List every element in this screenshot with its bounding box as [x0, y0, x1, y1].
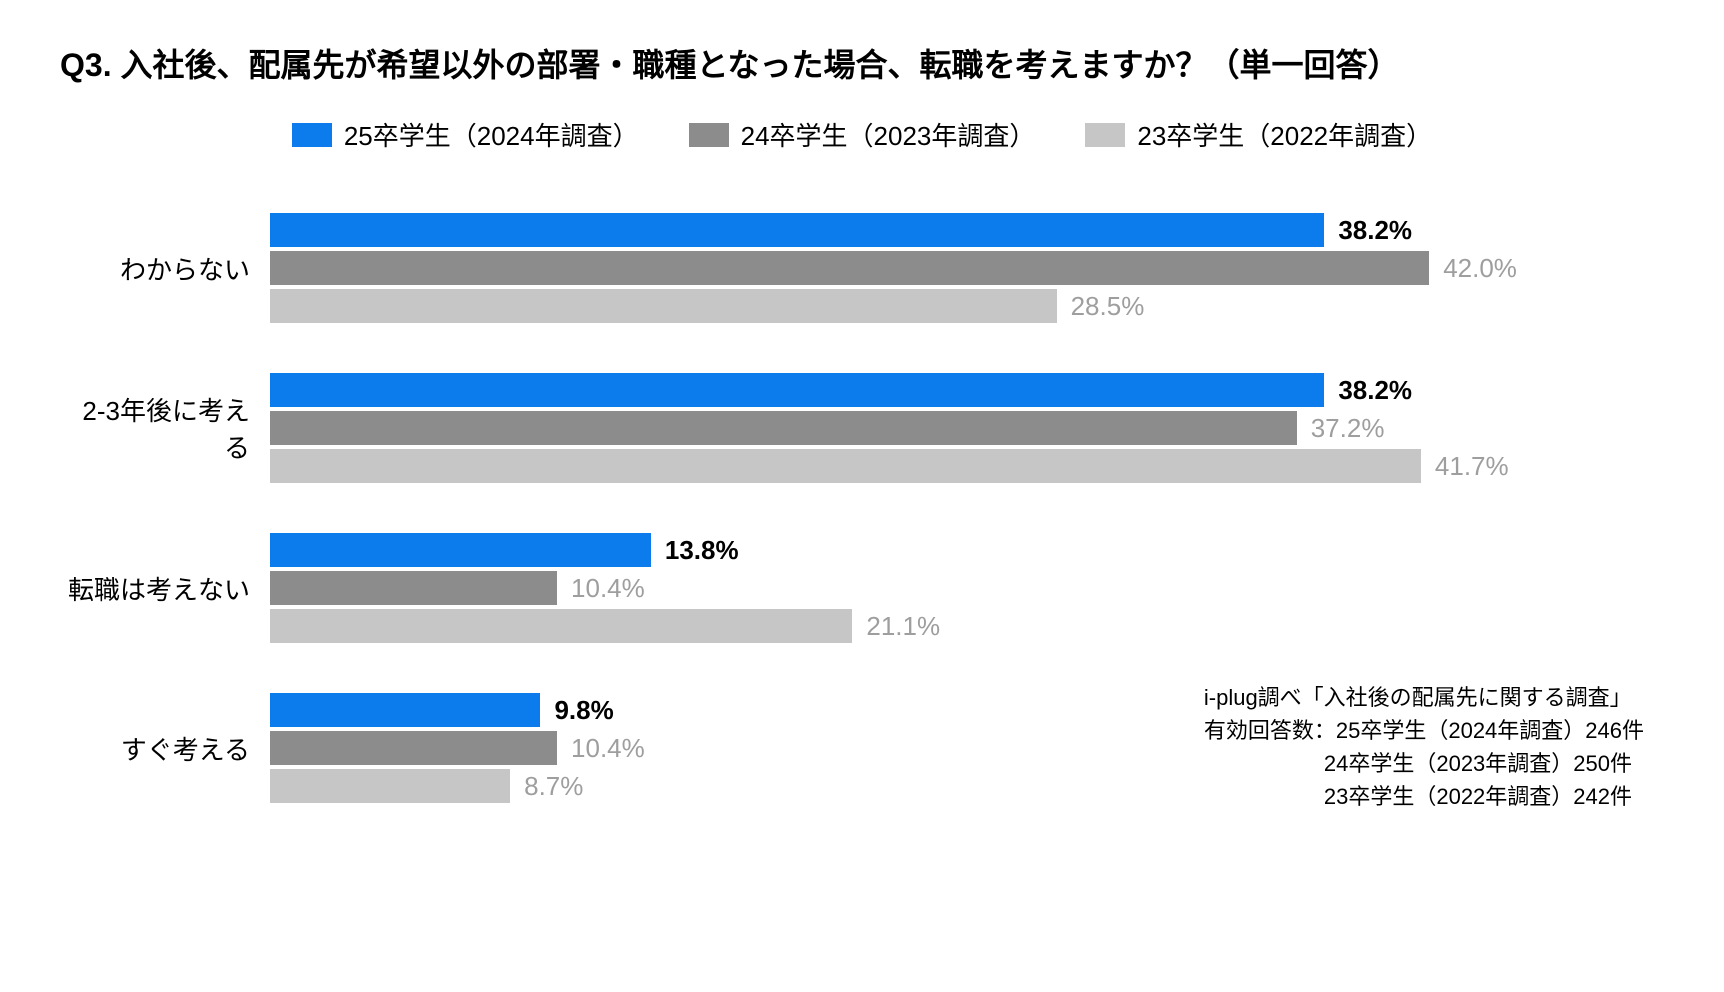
bar-row-0-0: 38.2% — [270, 213, 1664, 247]
bar-0-1 — [270, 251, 1429, 285]
bar-value-label-2-2: 21.1% — [866, 611, 940, 642]
legend-swatch-2 — [1085, 123, 1125, 147]
bar-2-2 — [270, 609, 852, 643]
legend-item-2: 23卒学生（2022年調査） — [1085, 116, 1432, 153]
bar-row-2-2: 21.1% — [270, 609, 1664, 643]
bars-container-2: 13.8% 10.4% 21.1% — [270, 533, 1664, 643]
chart-title: Q3. 入社後、配属先が希望以外の部署・職種となった場合、転職を考えますか？（単… — [60, 40, 1664, 86]
bar-value-label-1-1: 37.2% — [1311, 413, 1385, 444]
bar-row-0-2: 28.5% — [270, 289, 1664, 323]
bar-value-label-2-1: 10.4% — [571, 573, 645, 604]
bar-2-0 — [270, 533, 651, 567]
bar-value-label-0-0: 38.2% — [1338, 215, 1412, 246]
category-group-2: 転職は考えない 13.8% 10.4% 21.1% — [60, 533, 1664, 643]
category-group-0: わからない 38.2% 42.0% 28.5% — [60, 213, 1664, 323]
bar-value-label-1-0: 38.2% — [1338, 375, 1412, 406]
bar-value-label-3-1: 10.4% — [571, 733, 645, 764]
bar-3-1 — [270, 731, 557, 765]
footnote-line-1: 有効回答数：25卒学生（2024年調査）246件 — [1204, 714, 1644, 747]
category-group-1: 2-3年後に考える 38.2% 37.2% 41.7% — [60, 373, 1664, 483]
legend-item-0: 25卒学生（2024年調査） — [292, 116, 639, 153]
bar-row-0-1: 42.0% — [270, 251, 1664, 285]
category-label-0: わからない — [60, 250, 270, 287]
bar-value-label-0-1: 42.0% — [1443, 253, 1517, 284]
bar-row-2-1: 10.4% — [270, 571, 1664, 605]
bars-container-0: 38.2% 42.0% 28.5% — [270, 213, 1664, 323]
legend-label-1: 24卒学生（2023年調査） — [741, 116, 1036, 153]
bar-1-0 — [270, 373, 1324, 407]
bar-1-2 — [270, 449, 1421, 483]
chart-plot-area: わからない 38.2% 42.0% 28.5% 2-3年後に考える 38.2% 37.2% 4… — [60, 213, 1664, 803]
legend-label-0: 25卒学生（2024年調査） — [344, 116, 639, 153]
bar-row-1-1: 37.2% — [270, 411, 1664, 445]
footnote-line-2: 24卒学生（2023年調査）250件 — [1204, 747, 1644, 780]
legend-swatch-0 — [292, 123, 332, 147]
bar-row-1-2: 41.7% — [270, 449, 1664, 483]
bar-row-1-0: 38.2% — [270, 373, 1664, 407]
category-label-3: すぐ考える — [60, 730, 270, 767]
category-label-2: 転職は考えない — [60, 570, 270, 607]
category-label-1: 2-3年後に考える — [60, 391, 270, 465]
bar-value-label-0-2: 28.5% — [1071, 291, 1145, 322]
bar-3-2 — [270, 769, 510, 803]
bar-row-2-0: 13.8% — [270, 533, 1664, 567]
bar-value-label-1-2: 41.7% — [1435, 451, 1509, 482]
legend-swatch-1 — [689, 123, 729, 147]
chart-footnote: i-plug調べ「入社後の配属先に関する調査」 有効回答数：25卒学生（2024… — [1204, 681, 1644, 813]
bar-1-1 — [270, 411, 1297, 445]
bar-value-label-3-0: 9.8% — [554, 695, 613, 726]
bar-value-label-2-0: 13.8% — [665, 535, 739, 566]
footnote-line-3: 23卒学生（2022年調査）242件 — [1204, 780, 1644, 813]
bar-0-2 — [270, 289, 1057, 323]
legend-label-2: 23卒学生（2022年調査） — [1137, 116, 1432, 153]
legend-item-1: 24卒学生（2023年調査） — [689, 116, 1036, 153]
bar-0-0 — [270, 213, 1324, 247]
bar-3-0 — [270, 693, 540, 727]
bars-container-1: 38.2% 37.2% 41.7% — [270, 373, 1664, 483]
bar-value-label-3-2: 8.7% — [524, 771, 583, 802]
bar-2-1 — [270, 571, 557, 605]
chart-legend: 25卒学生（2024年調査） 24卒学生（2023年調査） 23卒学生（2022… — [60, 116, 1664, 153]
footnote-line-0: i-plug調べ「入社後の配属先に関する調査」 — [1204, 681, 1644, 714]
